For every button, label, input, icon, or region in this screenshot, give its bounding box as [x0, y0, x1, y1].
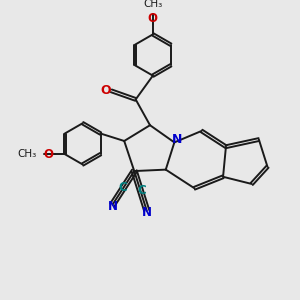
Text: CH₃: CH₃ — [143, 0, 163, 9]
Text: CH₃: CH₃ — [17, 149, 37, 159]
Text: N: N — [172, 133, 182, 146]
Text: C: C — [138, 184, 146, 196]
Text: O: O — [101, 84, 112, 97]
Text: N: N — [142, 206, 152, 219]
Text: C: C — [118, 181, 127, 194]
Text: N: N — [107, 200, 117, 213]
Text: O: O — [44, 148, 53, 161]
Text: O: O — [148, 11, 158, 25]
